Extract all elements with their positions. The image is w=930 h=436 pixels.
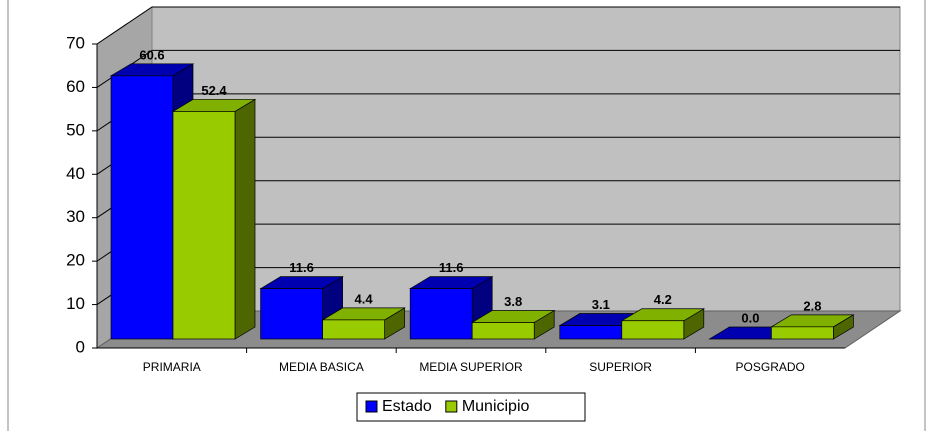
value-label: 52.4 — [201, 83, 227, 98]
value-label: 60.6 — [139, 47, 164, 62]
x-tick-label: PRIMARIA — [143, 360, 201, 374]
legend-label: Estado — [382, 398, 432, 415]
bar — [621, 320, 685, 340]
y-tick-label: 40 — [66, 164, 85, 183]
y-tick-label: 50 — [66, 120, 85, 139]
bar — [771, 326, 834, 340]
legend-label: Municipio — [462, 398, 530, 415]
bar — [409, 288, 473, 340]
y-tick-label: 10 — [66, 294, 85, 313]
x-tick-label: SUPERIOR — [589, 360, 652, 374]
legend — [356, 392, 586, 422]
bar — [110, 75, 174, 340]
y-tick-label: 60 — [66, 77, 85, 96]
bar — [260, 288, 323, 340]
value-label: 11.6 — [289, 260, 314, 275]
bar — [322, 319, 385, 340]
x-tick-label: MEDIA SUPERIOR — [419, 360, 523, 374]
legend-swatch — [445, 400, 458, 413]
value-label: 3.8 — [504, 294, 522, 309]
value-label: 11.6 — [439, 260, 464, 275]
x-tick-label: POSGRADO — [736, 360, 805, 374]
bar — [471, 322, 535, 340]
grid-line — [96, 6, 153, 45]
value-label: 2.8 — [803, 298, 821, 313]
back-wall — [151, 6, 901, 312]
y-tick-label: 30 — [66, 207, 85, 226]
y-tick-label: 20 — [66, 251, 85, 270]
value-label: 3.1 — [592, 297, 610, 312]
bar — [559, 325, 623, 340]
legend-swatch — [365, 400, 378, 413]
y-tick-label: 0 — [76, 337, 85, 356]
bar-side — [234, 98, 256, 340]
value-label: 4.4 — [355, 291, 374, 306]
bar — [172, 111, 236, 340]
y-tick-label: 70 — [66, 33, 85, 52]
x-tick-label: MEDIA BASICA — [279, 360, 364, 374]
value-label: 0.0 — [741, 310, 759, 325]
value-label: 4.2 — [654, 292, 672, 307]
